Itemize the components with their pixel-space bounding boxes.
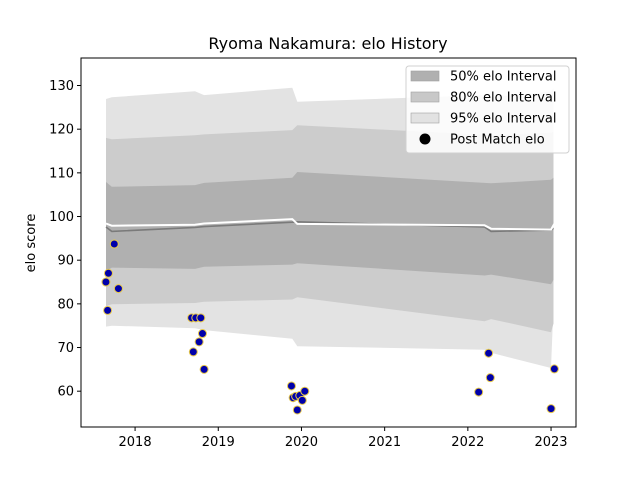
x-tick-label: 2018	[119, 435, 152, 450]
y-tick-label: 60	[57, 385, 74, 400]
post-match-elo-point	[484, 348, 494, 358]
x-tick-label: 2021	[368, 435, 401, 450]
y-axis-label: elo score	[24, 214, 39, 273]
axes: 2018 2019 2020 2021 2022 2023 60 70 80 90 100 110 12…	[49, 57, 577, 450]
post-match-elo-point	[292, 405, 302, 415]
post-match-elo-point	[188, 347, 198, 357]
plot-frame	[80, 57, 577, 428]
band-50	[106, 172, 554, 285]
legend-label: 80% elo Interval	[450, 91, 557, 106]
legend-label: 50% elo Interval	[450, 70, 557, 85]
chart-title: Ryoma Nakamura: elo History	[208, 34, 447, 53]
y-tick-label: 70	[57, 341, 74, 356]
post-match-elo-point	[113, 284, 123, 294]
post-match-elo-point	[485, 373, 495, 383]
x-tick-label: 2022	[451, 435, 484, 450]
post-match-elo-point	[286, 381, 296, 391]
legend-box	[405, 65, 570, 154]
y-tick-label: 110	[49, 166, 74, 181]
legend-label: 95% elo Interval	[450, 112, 557, 127]
post-match-elo-point	[197, 329, 207, 339]
post-match-elo-line	[105, 218, 557, 231]
post-match-elo-point	[546, 404, 556, 414]
x-tick-label: 2020	[285, 435, 318, 450]
legend-label: Post Match elo	[450, 133, 545, 148]
plot-area	[101, 87, 559, 415]
legend-swatch	[410, 112, 440, 124]
legend-swatch	[410, 70, 440, 82]
y-tick-label: 120	[49, 123, 74, 138]
post-match-elo-point	[474, 387, 484, 397]
plot-content	[101, 87, 559, 415]
y-tick-label: 130	[49, 79, 74, 94]
post-match-elo-point	[300, 386, 310, 396]
y-tick-label: 80	[57, 297, 74, 312]
post-match-elo-point	[101, 277, 111, 287]
post-match-elo-point	[103, 305, 113, 315]
post-match-elo-point	[196, 313, 206, 323]
y-tick-label: 100	[49, 210, 74, 225]
legend-swatch	[410, 91, 440, 103]
post-match-elo-point	[549, 364, 559, 374]
y-tick-label: 90	[57, 254, 74, 269]
legend-marker	[419, 133, 431, 145]
post-match-elo-point	[109, 239, 119, 249]
post-match-elo-point	[194, 337, 204, 347]
legend: 50% elo Interval 80% elo Interval 95% elo …	[405, 65, 570, 154]
post-match-elo-point	[103, 268, 113, 278]
x-tick-label: 2023	[534, 435, 567, 450]
post-match-elo-point	[199, 364, 209, 374]
post-match-elo-point	[297, 395, 307, 405]
x-tick-label: 2019	[202, 435, 235, 450]
